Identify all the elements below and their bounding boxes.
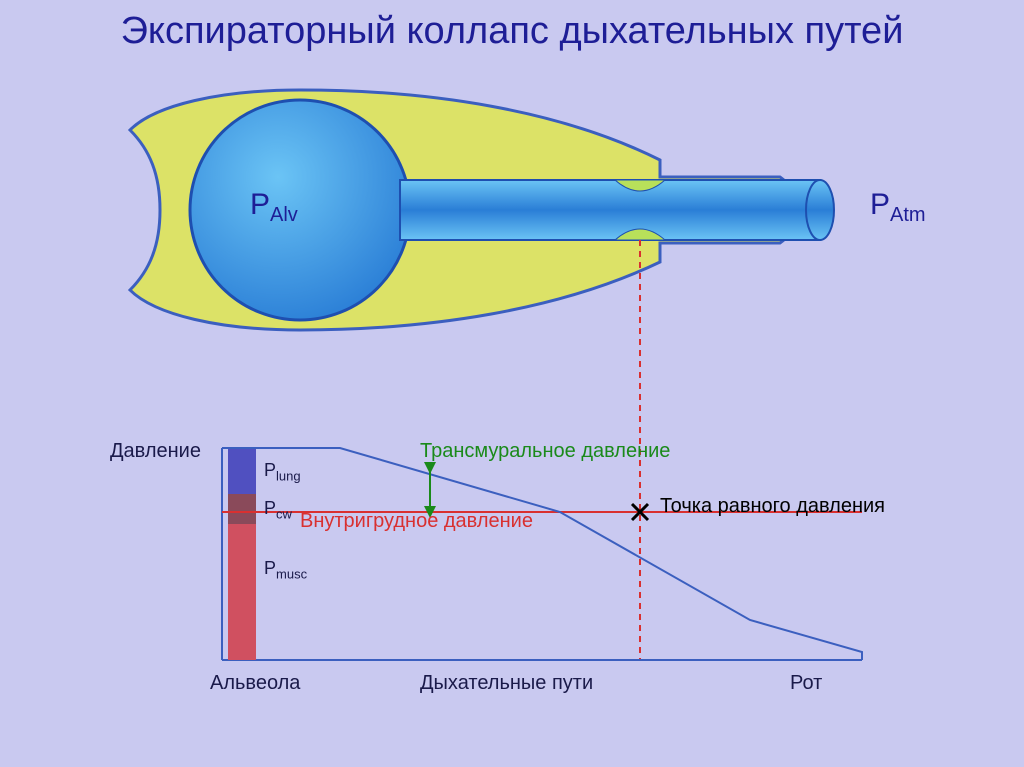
- x-label-0: Альвеола: [210, 672, 300, 695]
- p-alv-label: PAlv: [250, 188, 298, 227]
- bar-label-pcw: Pcw: [264, 498, 292, 522]
- bar-plung: [228, 448, 256, 494]
- pressure-curve: [222, 448, 862, 660]
- pressure-bars: [228, 448, 256, 660]
- x-label-1: Дыхательные пути: [420, 672, 593, 695]
- transmural-label: Трансмуральное давление: [420, 440, 670, 463]
- page-title: Экспираторный коллапс дыхательных путей: [0, 10, 1024, 53]
- intrathoracic-label: Внутригрудное давление: [300, 510, 533, 533]
- bar-label-pmusc: Pmusc: [264, 558, 307, 582]
- alveolus-circle: [190, 100, 410, 320]
- airway-tube: [400, 180, 834, 240]
- bar-pmusc: [228, 524, 256, 614]
- bar-pcw: [228, 494, 256, 524]
- equal-point-label: Точка равного давления: [660, 495, 885, 518]
- main-svg: [0, 0, 1024, 767]
- p-atm-label: PAtm: [870, 188, 926, 227]
- bar-label-plung: Plung: [264, 460, 301, 484]
- y-axis-label: Давление: [110, 440, 201, 463]
- x-label-2: Рот: [790, 672, 822, 695]
